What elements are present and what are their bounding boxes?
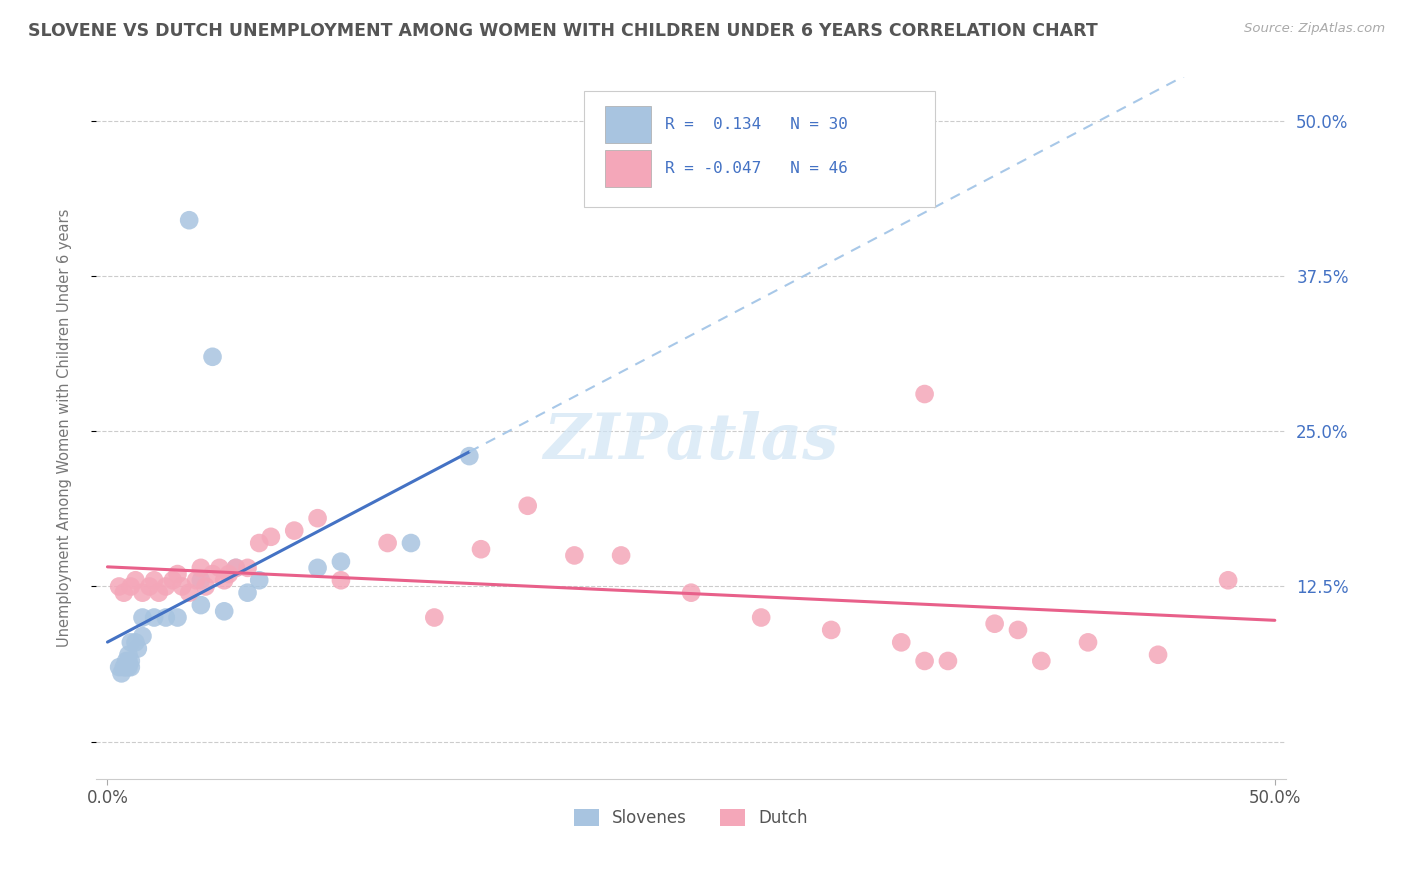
Point [283,524,305,538]
Text: SLOVENE VS DUTCH UNEMPLOYMENT AMONG WOMEN WITH CHILDREN UNDER 6 YEARS CORRELATIO: SLOVENE VS DUTCH UNEMPLOYMENT AMONG WOME… [28,22,1098,40]
Point [914,654,936,668]
FancyBboxPatch shape [583,92,935,207]
Point [112,660,135,674]
Point [218,567,240,582]
Text: ZIPatlas: ZIPatlas [544,411,839,473]
Point [1077,635,1099,649]
Point [190,574,212,588]
Point [236,561,259,575]
Point [564,549,586,563]
Point [681,585,703,599]
Point [108,660,131,674]
Point [201,350,224,364]
Point [120,654,142,668]
Point [890,635,912,649]
Point [307,561,329,575]
Point [377,536,399,550]
Point [236,585,259,599]
Point [329,555,352,569]
Point [120,579,142,593]
Point [186,574,208,588]
Point [1031,654,1053,668]
Text: R =  0.134   N = 30: R = 0.134 N = 30 [665,117,848,132]
FancyBboxPatch shape [606,151,651,186]
Point [143,610,166,624]
Point [108,579,131,593]
Point [110,666,132,681]
Point [155,579,177,593]
Point [131,610,153,624]
Point [458,449,481,463]
Point [820,623,842,637]
Point [120,635,142,649]
Point [194,579,217,593]
Point [423,610,446,624]
Point [208,561,231,575]
Point [610,549,633,563]
Point [201,567,224,582]
Point [225,561,247,575]
Point [190,598,212,612]
Point [749,610,772,624]
Point [225,561,247,575]
Point [117,660,139,674]
Point [127,641,149,656]
Point [307,511,329,525]
Text: Source: ZipAtlas.com: Source: ZipAtlas.com [1244,22,1385,36]
Point [115,660,138,674]
Point [516,499,538,513]
Point [166,610,188,624]
Point [179,213,201,227]
Point [148,585,170,599]
Point [117,648,139,662]
Point [914,387,936,401]
Point [179,585,201,599]
Point [247,574,270,588]
Point [166,567,188,582]
Point [131,585,153,599]
Point [172,579,194,593]
Point [124,635,146,649]
Point [212,574,235,588]
Point [143,574,166,588]
Point [212,604,235,618]
Point [112,585,135,599]
Legend: Slovenes, Dutch: Slovenes, Dutch [567,802,815,834]
Point [138,579,160,593]
FancyBboxPatch shape [606,106,651,143]
Point [1007,623,1029,637]
Point [247,536,270,550]
Point [117,654,139,668]
Point [329,574,352,588]
Point [162,574,184,588]
Point [936,654,959,668]
Y-axis label: Unemployment Among Women with Children Under 6 years: Unemployment Among Women with Children U… [58,209,72,648]
Point [983,616,1005,631]
Point [399,536,422,550]
Text: R = -0.047   N = 46: R = -0.047 N = 46 [665,161,848,176]
Point [155,610,177,624]
Point [470,542,492,557]
Point [1147,648,1170,662]
Point [1216,574,1239,588]
Point [260,530,283,544]
Point [190,561,212,575]
Point [120,660,142,674]
Point [115,654,138,668]
Point [124,574,146,588]
Point [131,629,153,643]
